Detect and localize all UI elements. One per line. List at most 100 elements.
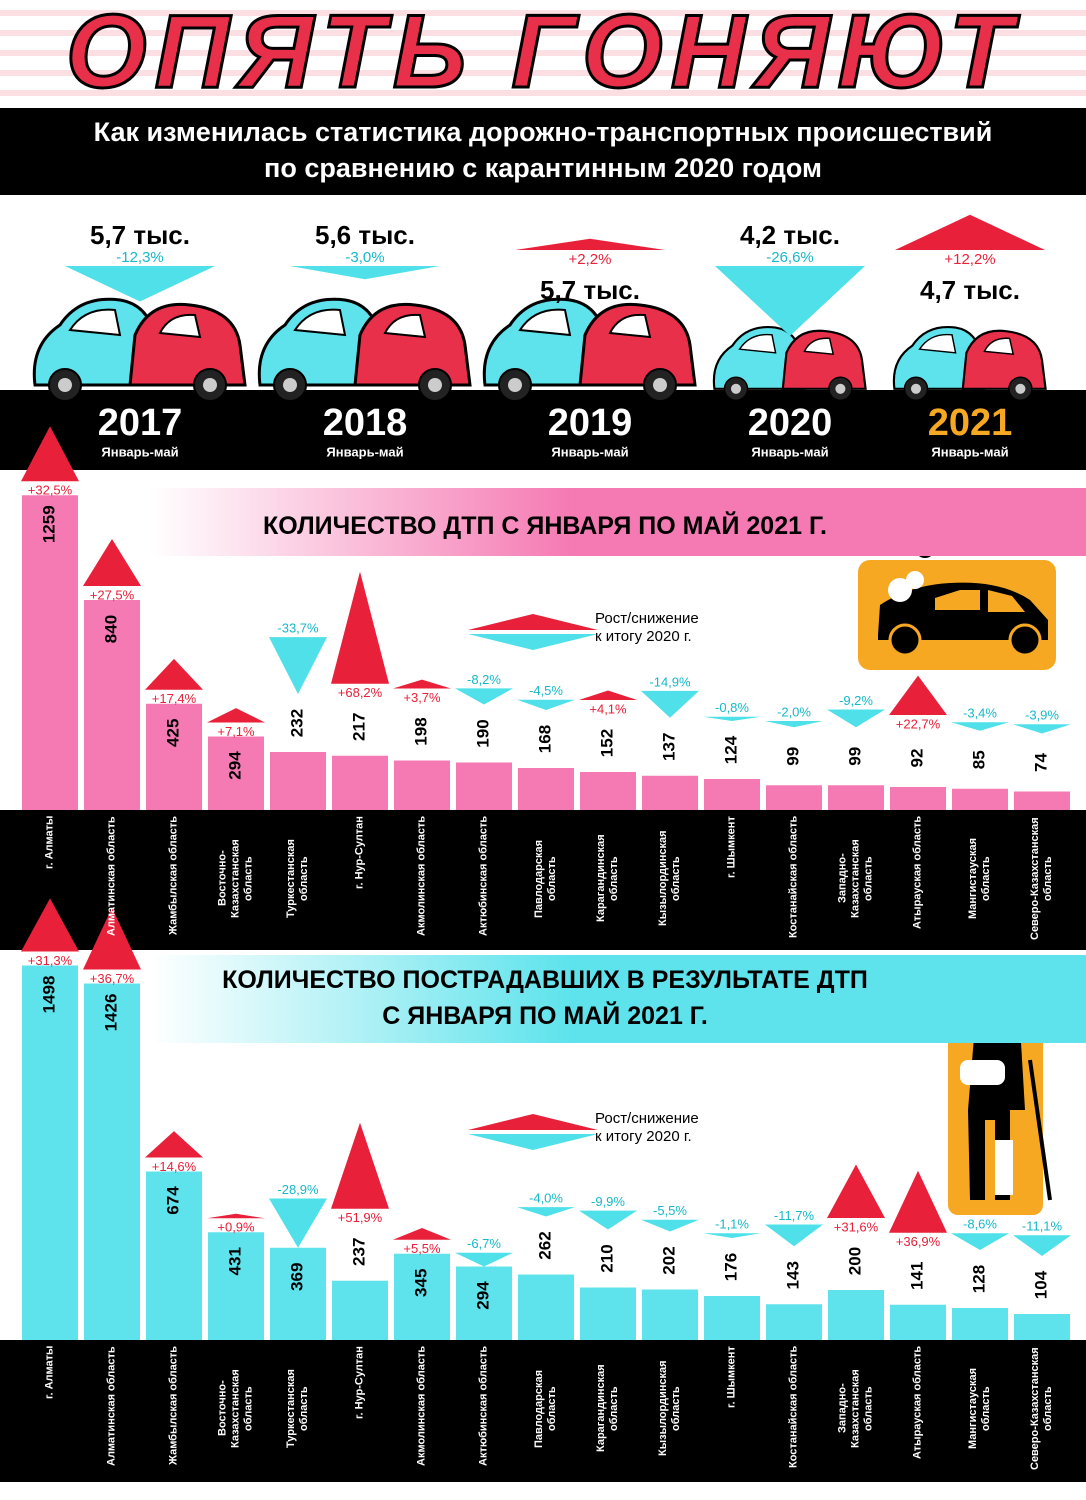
value-label: 99 [783,747,802,766]
change-triangle [951,1233,1009,1250]
category-label: Костанайская область [787,816,800,939]
main-title: ОПЯТЬ ГОНЯЮТ [64,0,1021,110]
bar [580,772,636,810]
change-label: +36,7% [90,971,135,986]
subtitle-band [0,108,1086,195]
category-label: Алматинская область [105,816,118,936]
category-label: Атырауская область [911,1346,924,1460]
change-label: +17,4% [152,691,197,706]
change-triangle [83,539,141,586]
change-label: -4,0% [529,1191,563,1206]
year-label: 2019 [548,402,633,444]
category-label: Туркестанская область [285,839,310,918]
credit-note: Газета "ВРЕМЯ", Владимир Кадырбаев [815,1482,1076,1497]
change-label: -2,0% [777,704,811,719]
year-label: 2021 [928,402,1013,444]
value-label: 198 [411,717,430,745]
change-label: -14,9% [649,674,691,689]
bar [766,785,822,810]
change-label: -1,1% [715,1217,749,1232]
bar [828,785,884,810]
category-label: г. Нур-Султан [353,816,366,889]
value-label: 168 [535,725,554,753]
change-label: -3,4% [963,706,997,721]
value-label: 143 [783,1261,802,1289]
total-label: 5,7 тыс. [90,220,190,250]
bar [22,495,78,810]
category-label: Жамбылская область [167,1346,180,1466]
change-triangle [827,709,885,728]
category-label: Актюбинская область [477,816,490,937]
period-label: Январь-май [551,444,628,459]
category-label: Восточно-Казахстанская область [216,839,255,918]
change-triangle [765,721,823,728]
bar [208,1232,264,1340]
bar [828,1290,884,1340]
change-label: -11,1% [1022,1219,1063,1234]
cars-icon [712,326,867,402]
category-label: Северо-Казахстанская область [1029,817,1054,940]
cars-icon [482,297,697,403]
value-label: 74 [1031,753,1050,772]
cars-icon [32,297,247,403]
category-label: г. Шымкент [725,1346,738,1408]
change-triangle [207,708,265,723]
change-triangle [515,238,665,250]
value-label: 232 [287,709,306,737]
change-label: -28,9% [277,1182,319,1197]
legend-down [468,1134,598,1150]
category-label: г. Шымкент [725,816,738,878]
value-label: 190 [473,719,492,747]
value-label: 294 [473,1281,492,1310]
change-label: -9,2% [839,693,873,708]
change-label: +27,5% [90,587,135,602]
category-label: Павлодарская область [533,1369,558,1448]
change-label: +36,9% [896,1234,941,1249]
category-label: Павлодарская область [533,839,558,918]
value-label: 141 [907,1262,926,1290]
category-label: Карагандинская область [595,834,620,923]
category-label: Северо-Казахстанская область [1029,1347,1054,1470]
change-triangle [517,1207,575,1217]
value-label: 369 [287,1263,306,1291]
change-triangle [393,679,451,689]
change-triangle [703,1233,761,1238]
bar [456,1266,512,1340]
change-triangle [827,1164,885,1218]
title-band [150,955,1086,1043]
change-triangle [1013,1235,1071,1256]
change-label: +5,5% [403,1241,441,1256]
total-label: 5,7 тыс. [540,275,640,305]
change-label: -0,8% [715,700,749,715]
value-label: 210 [597,1244,616,1272]
change-triangle [83,907,141,970]
legend-label: Рост/снижение к итогу 2020 г. [595,1110,699,1145]
value-label: 124 [721,735,740,764]
bar [146,1171,202,1340]
bar [518,1274,574,1340]
year-label: 2017 [98,402,183,444]
category-label: Жамбылская область [167,816,180,936]
change-triangle [145,1131,203,1158]
value-label: 237 [349,1238,368,1266]
change-triangle [517,699,575,710]
period-label: Январь-май [326,444,403,459]
legend-up [468,1114,598,1130]
category-label: г. Алматы [43,1346,56,1400]
change-triangle [579,690,637,700]
category-label: Кызылординская область [657,1360,682,1457]
title-band [150,488,1086,556]
change-triangle [331,571,389,684]
change-label: -6,7% [467,1236,501,1251]
category-label: Алматинская область [105,1346,118,1466]
change-label: +22,7% [896,716,941,731]
change-label: +7,1% [217,724,255,739]
change-label: +32,5% [28,483,73,498]
change-label: -8,6% [963,1217,997,1232]
category-label: г. Алматы [43,816,56,870]
change-triangle [455,1252,513,1267]
value-label: 674 [163,1186,182,1215]
value-label: 425 [163,719,182,747]
